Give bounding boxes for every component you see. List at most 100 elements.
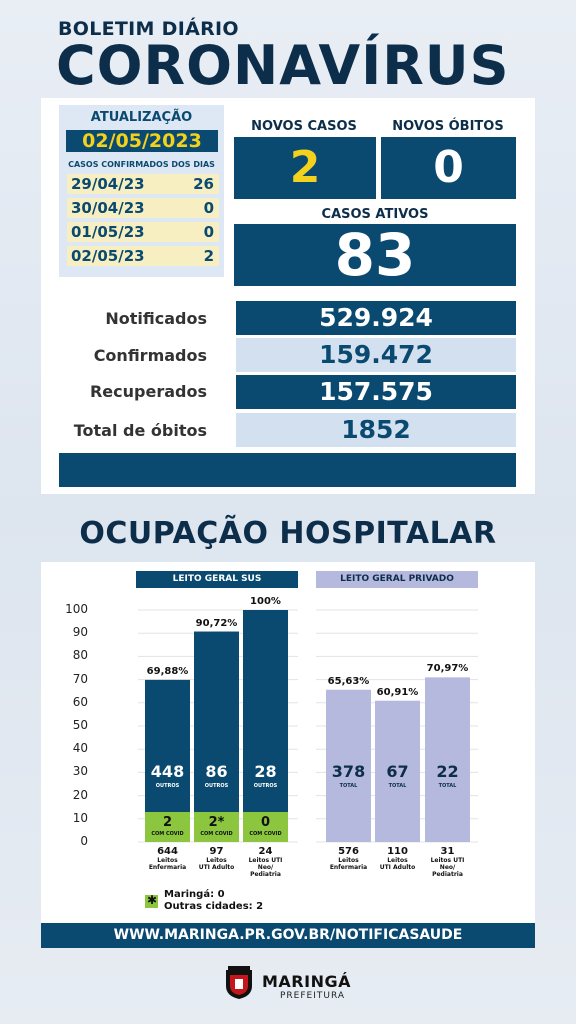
bar-outros	[194, 631, 239, 812]
brand-subtitle: PREFEITURA	[280, 991, 346, 1001]
day-row: 02/05/23 2	[67, 246, 219, 266]
cases-days-label: CASOS CONFIRMADOS DOS DIAS	[68, 160, 215, 169]
bar-covid-label: COM COVID	[151, 831, 184, 837]
bar-outros	[145, 679, 190, 812]
bar-total-value: 378	[331, 762, 366, 781]
bar-total	[425, 677, 470, 842]
stat-box	[236, 375, 516, 409]
occupancy-title: OCUPAÇÃO HOSPITALAR	[79, 516, 497, 551]
y-tick-label: 40	[72, 741, 88, 756]
bar-total-value: 22	[436, 762, 459, 781]
bar-percent-label: 100%	[250, 596, 281, 607]
bulletin-subtitle: BOLETIM DIÁRIO	[58, 18, 239, 40]
active-cases-label: CASOS ATIVOS	[321, 207, 429, 222]
new-deaths-value: 0	[433, 142, 464, 193]
bar-capacity-value: 97	[209, 846, 224, 857]
bar-capacity-label: Leitos UTI Adulto	[379, 857, 416, 871]
bar-capacity-label: Leitos Enfermaria	[148, 857, 187, 871]
new-deaths-box	[381, 137, 516, 199]
bulletin-title: CORONAVÍRUS	[56, 34, 510, 97]
day-value: 0	[203, 199, 214, 217]
day-row: 01/05/23 0	[67, 222, 219, 242]
day-date: 29/04/23	[71, 175, 145, 193]
bar-covid-value: 0	[260, 815, 271, 830]
bar-total-label: TOTAL	[339, 783, 358, 789]
y-tick-label: 100	[65, 602, 88, 616]
new-cases-value: 2	[289, 142, 321, 193]
day-value: 0	[203, 223, 214, 241]
day-value: 26	[193, 175, 214, 193]
bar-total	[326, 689, 371, 842]
bar-percent-label: 69,88%	[146, 665, 189, 677]
stat-label-notificados: Notificados	[105, 309, 207, 328]
update-date: 02/05/2023	[66, 130, 218, 152]
new-cases-box	[234, 137, 376, 199]
legend-line-2: Outras cidades: 2	[164, 901, 264, 912]
bar-covid-label: COM COVID	[249, 831, 282, 837]
bar-outros-label: OUTROS	[155, 783, 180, 789]
bar-percent-label: 70,97%	[426, 663, 469, 675]
bar-capacity-value: 110	[387, 846, 408, 857]
asterisk-icon: ✱	[145, 893, 158, 908]
bar-outros-value: 86	[205, 762, 228, 781]
y-tick-label: 70	[72, 671, 88, 686]
bar-outros-value: 28	[254, 762, 277, 781]
active-cases-value: 83	[334, 221, 416, 289]
active-cases-box	[234, 224, 516, 286]
day-row: 29/04/23 26	[67, 174, 219, 194]
stat-label-recuperados: Recuperados	[89, 382, 207, 401]
bar-outros	[243, 610, 288, 812]
day-date: 02/05/23	[71, 247, 145, 265]
y-tick-label: 80	[72, 648, 88, 663]
stat-box	[236, 338, 516, 372]
private-group-header: LEITO GERAL PRIVADO	[316, 571, 478, 588]
stat-value-confirmados: 159.472	[319, 340, 433, 369]
bar-covid	[145, 812, 190, 842]
y-tick-label: 60	[72, 694, 88, 709]
y-tick-label: 90	[72, 625, 88, 640]
stat-label-confirmados: Confirmados	[93, 346, 207, 365]
bar-outros-label: OUTROS	[253, 783, 278, 789]
brand-name: MARINGÁ	[262, 972, 351, 991]
y-tick-label: 0	[80, 834, 88, 848]
bar-percent-label: 90,72%	[195, 617, 238, 629]
stat-label-obitos: Total de óbitos	[73, 421, 207, 440]
bar-capacity-value: 576	[338, 846, 359, 857]
bar-covid-value: 2	[162, 815, 173, 830]
bar-capacity-label: Leitos UTI Neo/Pediatria	[430, 857, 465, 878]
notification-url[interactable]: WWW.MARINGA.PR.GOV.BR/NOTIFICASAUDE	[41, 923, 535, 948]
day-value: 2	[203, 247, 214, 265]
y-tick-label: 30	[72, 764, 88, 779]
day-date: 01/05/23	[71, 223, 145, 241]
bar-capacity-label: Leitos UTI Adulto	[198, 857, 235, 871]
stat-box	[236, 413, 516, 447]
y-tick-label: 20	[72, 787, 88, 802]
stat-value-notificados: 529.924	[319, 303, 433, 332]
bar-covid-value: 2*	[208, 815, 225, 830]
bar-outros-label: OUTROS	[204, 783, 229, 789]
day-date: 30/04/23	[71, 199, 145, 217]
new-deaths-label: NOVOS ÓBITOS	[392, 119, 504, 134]
stat-box	[236, 301, 516, 335]
bar-outros-value: 448	[150, 762, 185, 781]
bar-capacity-value: 644	[157, 846, 178, 857]
bar-capacity-label: Leitos UTI Neo/Pediatria	[248, 857, 283, 878]
update-label: ATUALIZAÇÃO	[90, 110, 193, 125]
bar-capacity-value: 31	[440, 846, 455, 857]
legend-line-1: Maringá: 0	[164, 889, 225, 900]
y-tick-label: 10	[72, 810, 88, 825]
bar-capacity-value: 24	[258, 846, 273, 857]
bar-covid	[194, 812, 239, 842]
day-row: 30/04/23 0	[67, 198, 219, 218]
bar-total	[375, 700, 420, 842]
bar-total-label: TOTAL	[438, 783, 457, 789]
crest-icon	[226, 966, 252, 999]
bar-percent-label: 65,63%	[327, 675, 370, 687]
bar-total-label: TOTAL	[388, 783, 407, 789]
y-tick-label: 50	[72, 718, 88, 732]
summary-bottom-bar	[59, 453, 516, 487]
bar-total-value: 67	[386, 762, 409, 781]
bar-covid	[243, 812, 288, 842]
bar-covid-label: COM COVID	[200, 831, 233, 837]
